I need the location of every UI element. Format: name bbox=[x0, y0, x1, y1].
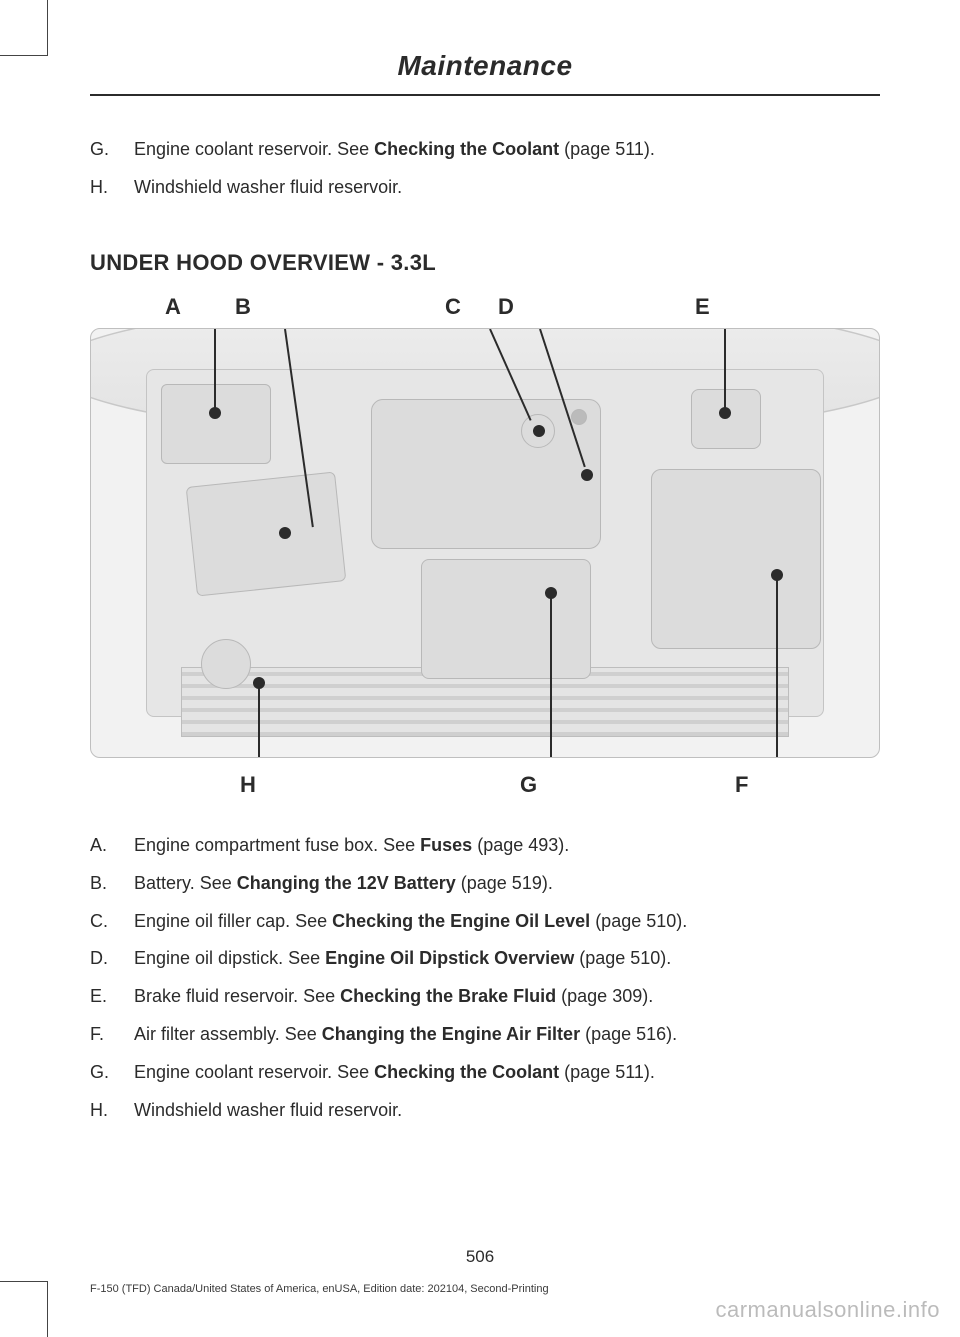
comp-fusebox bbox=[161, 384, 271, 464]
section-title: UNDER HOOD OVERVIEW - 3.3L bbox=[90, 250, 880, 276]
diagram-label-e: E bbox=[695, 294, 710, 320]
list-letter: H. bbox=[90, 174, 134, 202]
dot-d bbox=[581, 469, 593, 481]
list-item: B.Battery. See Changing the 12V Battery … bbox=[90, 870, 880, 898]
list-item: D.Engine oil dipstick. See Engine Oil Di… bbox=[90, 945, 880, 973]
engine-diagram: A B C D E bbox=[90, 294, 880, 806]
diagram-label-b: B bbox=[235, 294, 251, 320]
dot-c bbox=[533, 425, 545, 437]
diagram-label-a: A bbox=[165, 294, 181, 320]
list-letter: E. bbox=[90, 983, 134, 1011]
comp-coolant-reservoir bbox=[421, 559, 591, 679]
list-text: Engine coolant reservoir. See Checking t… bbox=[134, 1059, 880, 1087]
page: Maintenance G.Engine coolant reservoir. … bbox=[0, 0, 960, 1337]
footer-text: F-150 (TFD) Canada/United States of Amer… bbox=[90, 1283, 549, 1295]
list-letter: D. bbox=[90, 945, 134, 973]
diagram-labels-bottom: HGF bbox=[90, 766, 880, 806]
list-letter: C. bbox=[90, 908, 134, 936]
list-text: Windshield washer fluid reservoir. bbox=[134, 174, 880, 202]
leader-e bbox=[724, 329, 726, 409]
list-text: Battery. See Changing the 12V Battery (p… bbox=[134, 870, 880, 898]
page-title: Maintenance bbox=[90, 50, 880, 82]
leader-f bbox=[776, 573, 778, 758]
comp-dipstick bbox=[571, 409, 587, 425]
diagram-label-d: D bbox=[498, 294, 514, 320]
list-item: H.Windshield washer fluid reservoir. bbox=[90, 1097, 880, 1125]
leader-g bbox=[550, 591, 552, 758]
list-text: Engine coolant reservoir. See Checking t… bbox=[134, 136, 880, 164]
diagram-label-c: C bbox=[445, 294, 461, 320]
leader-a bbox=[214, 329, 216, 409]
list-letter: B. bbox=[90, 870, 134, 898]
list-item: G.Engine coolant reservoir. See Checking… bbox=[90, 1059, 880, 1087]
diagram-label-f: F bbox=[735, 772, 748, 798]
top-continuation-list: G.Engine coolant reservoir. See Checking… bbox=[90, 136, 880, 202]
list-letter: H. bbox=[90, 1097, 134, 1125]
comp-brake-reservoir bbox=[691, 389, 761, 449]
comp-airfilter bbox=[651, 469, 821, 649]
list-item: C.Engine oil filler cap. See Checking th… bbox=[90, 908, 880, 936]
engine-illustration bbox=[90, 328, 880, 758]
list-letter: F. bbox=[90, 1021, 134, 1049]
list-item: G.Engine coolant reservoir. See Checking… bbox=[90, 136, 880, 164]
comp-intake-manifold bbox=[371, 399, 601, 549]
comp-battery bbox=[186, 471, 347, 596]
list-text: Engine oil filler cap. See Checking the … bbox=[134, 908, 880, 936]
list-letter: A. bbox=[90, 832, 134, 860]
diagram-label-g: G bbox=[520, 772, 537, 798]
list-item: E.Brake fluid reservoir. See Checking th… bbox=[90, 983, 880, 1011]
component-list: A.Engine compartment fuse box. See Fuses… bbox=[90, 832, 880, 1125]
list-text: Windshield washer fluid reservoir. bbox=[134, 1097, 880, 1125]
diagram-labels-top: A B C D E bbox=[90, 294, 880, 328]
list-text: Engine compartment fuse box. See Fuses (… bbox=[134, 832, 880, 860]
watermark: carmanualsonline.info bbox=[715, 1297, 940, 1323]
list-item: H.Windshield washer fluid reservoir. bbox=[90, 174, 880, 202]
leader-h bbox=[258, 681, 260, 758]
list-item: A.Engine compartment fuse box. See Fuses… bbox=[90, 832, 880, 860]
comp-washer-reservoir bbox=[201, 639, 251, 689]
page-number: 506 bbox=[0, 1247, 960, 1267]
dot-b bbox=[279, 527, 291, 539]
list-letter: G. bbox=[90, 136, 134, 164]
list-text: Air filter assembly. See Changing the En… bbox=[134, 1021, 880, 1049]
list-item: F.Air filter assembly. See Changing the … bbox=[90, 1021, 880, 1049]
list-text: Brake fluid reservoir. See Checking the … bbox=[134, 983, 880, 1011]
diagram-label-h: H bbox=[240, 772, 256, 798]
list-text: Engine oil dipstick. See Engine Oil Dips… bbox=[134, 945, 880, 973]
page-header: Maintenance bbox=[90, 50, 880, 96]
list-letter: G. bbox=[90, 1059, 134, 1087]
